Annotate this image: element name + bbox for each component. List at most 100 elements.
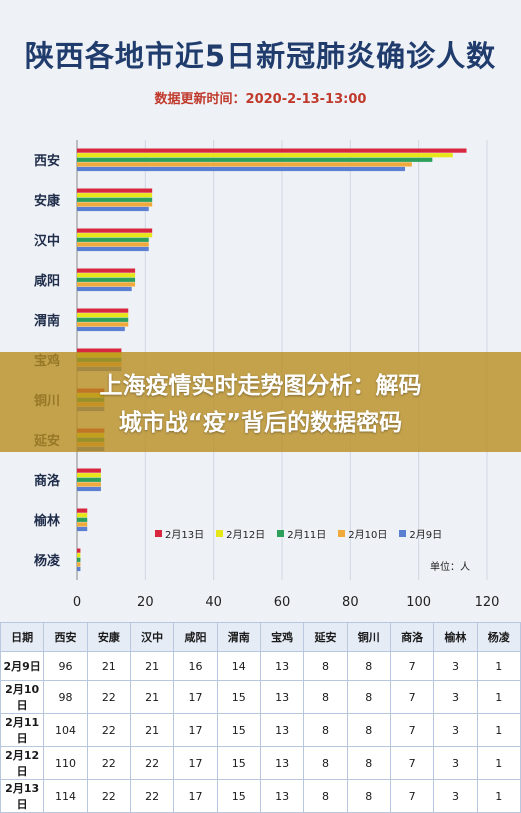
bar [77,268,136,273]
bar [77,557,81,562]
bar [77,517,88,522]
table-row: 2月9日 96 21 21 16 14 13 8 8 7 3 1 [0,651,521,681]
table-cell: 22 [86,713,131,747]
legend-label: 2月10日 [348,530,388,541]
table-cell: 13 [259,713,305,747]
table-header-cell: 安康 [86,622,131,652]
headline-banner [0,352,521,452]
table-cell: 15 [216,779,261,813]
table-cell: 16 [173,651,218,681]
table-cell: 8 [346,713,391,747]
table-cell: 1 [476,713,521,747]
table-cell: 3 [433,680,478,714]
data-table: 日期 西安 安康 汉中 咸阳 渭南 宝鸡 延安 铜川 商洛 榆林 杨凌 2月9日 96 21 21 16 14 1… [0,622,521,813]
bar [77,246,149,252]
category-label: 咸阳 [34,273,60,289]
bar [77,322,129,327]
category-label: 商洛 [34,473,61,489]
table-cell: 14 [216,651,261,681]
table-cell: 7 [389,779,435,813]
legend-label: 2月11日 [287,530,327,541]
table-cell: 1 [476,746,521,780]
bar [77,242,149,247]
table-header-cell: 榆林 [433,622,478,652]
table-cell: 3 [433,713,478,747]
table-cell: 15 [216,746,261,780]
bar [77,513,88,518]
legend-swatch [277,530,285,537]
table-cell: 17 [173,779,218,813]
x-tick-label: 40 [205,595,222,610]
bar [77,548,81,553]
x-tick-label: 0 [73,595,81,610]
legend-swatch [216,530,224,537]
legend-swatch [399,530,407,537]
table-header-cell: 延安 [303,622,348,652]
bar [77,277,136,282]
legend-label: 2月9日 [409,530,443,541]
legend-swatch [155,530,162,537]
x-tick-label: 60 [274,595,291,610]
bar [77,228,153,233]
headline-line-2: 城市战“疫”背后的数据密码 [118,410,403,436]
table-header-cell: 商洛 [389,622,435,652]
legend-item: 2月9日 [399,526,442,541]
x-tick-label: 80 [342,595,359,610]
bar [77,282,136,287]
legend-label: 2月13日 [165,530,205,541]
table-cell: 22 [86,746,131,780]
table-cell: 8 [303,651,348,681]
unit-label: 单位：人 [430,562,470,573]
bar [77,486,101,492]
table-cell: 3 [433,779,478,813]
bar [77,233,153,238]
table-cell: 114 [43,779,88,813]
table-row: 2月11日 104 22 21 17 15 13 8 8 7 3 1 [0,713,521,747]
table-cell: 15 [216,713,261,747]
table-cell: 3 [433,746,478,780]
category-label: 渭南 [34,313,60,329]
table-header-cell: 咸阳 [173,622,218,652]
table-cell: 17 [173,680,218,714]
table-cell: 7 [389,680,435,714]
table-header-cell: 渭南 [216,622,261,652]
bar [77,553,81,558]
table-cell: 8 [346,651,391,681]
table-header-cell: 汉中 [129,622,175,652]
table-cell: 15 [216,680,261,714]
legend-label: 2月12日 [226,530,266,541]
bar [77,153,453,158]
bar [77,477,101,482]
table-cell: 17 [173,713,218,747]
table-cell: 1 [476,651,521,681]
table-header-cell: 宝鸡 [259,622,305,652]
bar [77,522,88,527]
table-cell: 2月9日 [0,651,45,681]
table-cell: 1 [476,680,521,714]
table-cell: 21 [129,651,175,681]
table-cell: 2月10日 [0,680,45,714]
table-cell: 8 [303,713,348,747]
table-cell: 2月11日 [0,713,45,747]
bar [77,348,122,353]
category-label: 杨凌 [34,553,61,569]
bar [77,188,153,193]
table-cell: 8 [346,779,391,813]
table-cell: 13 [259,746,305,780]
legend-item: 2月11日 [277,526,326,541]
bar [77,317,129,322]
bar [77,313,129,318]
table-body: 2月9日 96 21 21 16 14 13 8 8 7 3 1 2月10日 98 22 21 17 15 13 8 8… [0,651,521,813]
table-cell: 7 [389,713,435,747]
category-label: 榆林 [34,513,60,529]
table-header-cell: 日期 [0,622,45,652]
bar [77,473,101,478]
bar [77,273,136,278]
x-tick-label: 20 [137,595,154,610]
category-label: 汉中 [34,233,60,249]
bar [77,193,153,198]
table-cell: 2月13日 [0,779,45,813]
legend-item: 2月12日 [216,526,265,541]
table-cell: 1 [476,779,521,813]
category-label: 西安 [34,153,60,169]
